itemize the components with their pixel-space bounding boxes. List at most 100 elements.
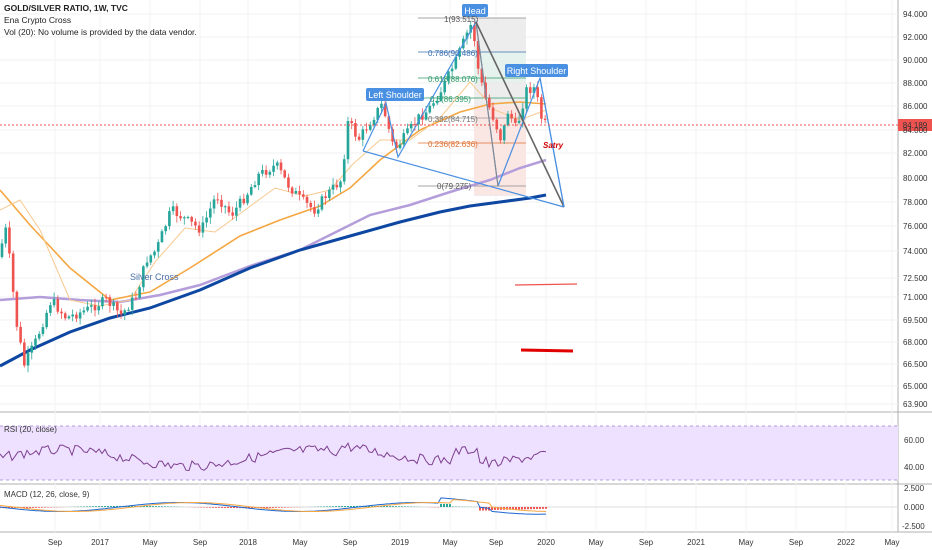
candle-body (249, 187, 253, 195)
head-trend-line (475, 21, 565, 208)
macd-bar (92, 506, 94, 507)
chart-title[interactable]: GOLD/SILVER RATIO, 1W, TVC (4, 3, 128, 13)
candle-body (149, 255, 153, 263)
candle-body (238, 198, 242, 208)
candle-body (406, 128, 409, 134)
candle-body (209, 208, 212, 218)
price-axis[interactable] (898, 0, 932, 550)
price-pane[interactable] (0, 0, 898, 412)
macd-bar (542, 507, 544, 509)
svg-text:Head: Head (464, 6, 486, 16)
tag-left-shoulder[interactable]: Left Shoulder (366, 88, 424, 101)
candle-body (41, 327, 45, 334)
macd-bar (98, 506, 100, 507)
macd-bar (167, 506, 169, 507)
candle-body (287, 177, 290, 188)
candle-body (536, 87, 539, 98)
macd-bar (23, 507, 25, 508)
macd-bar (332, 506, 334, 507)
time-tick: May (738, 538, 753, 547)
macd-bar (344, 506, 346, 507)
candle-body (469, 24, 473, 33)
candle-body (101, 297, 104, 307)
candle-body (175, 206, 179, 217)
fib-label-05: 0.5(86.395) (430, 95, 471, 104)
candle-body (71, 314, 74, 317)
macd-bar (29, 507, 31, 508)
candle-body (372, 119, 376, 126)
candle-body (182, 217, 186, 219)
tag-right-shoulder[interactable]: Right Shoulder (505, 64, 568, 77)
macd-bar (269, 507, 271, 508)
candle-body (342, 159, 346, 182)
time-tick: Sep (639, 538, 654, 547)
macd-bar (284, 507, 286, 508)
macd-bar (356, 505, 358, 507)
macd-bar (215, 507, 217, 508)
ma50-line (0, 101, 547, 301)
macd-bar (251, 507, 253, 509)
candle-body (168, 211, 171, 227)
tag-head[interactable]: Head (462, 4, 488, 17)
candle-body (231, 212, 234, 216)
time-tick: Sep (789, 538, 804, 547)
price-tick: 68.000 (903, 338, 928, 347)
candle-body (413, 123, 417, 125)
candle-body (130, 297, 134, 310)
macd-bar (218, 507, 220, 508)
candle-body (49, 305, 52, 313)
indicator-name[interactable]: Ena Crypto Cross (4, 15, 72, 25)
macd-bar (116, 505, 118, 507)
current-price-badge (898, 119, 932, 131)
candle-body (432, 103, 435, 106)
candle-body (354, 123, 357, 137)
macd-bar (485, 507, 487, 511)
macd-bar (326, 506, 328, 507)
candle-body (525, 87, 528, 109)
macd-bar (143, 506, 145, 507)
macd-bar (404, 506, 406, 507)
candle-body (145, 262, 149, 267)
volume-note[interactable]: Vol (20): No volume is provided by the d… (4, 27, 197, 37)
macd-bar (278, 507, 280, 508)
macd-bar (110, 505, 112, 507)
macd-bar (221, 507, 223, 508)
current-price-text: 84.189 (903, 121, 928, 130)
macd-bar (146, 506, 148, 507)
candle-body (246, 194, 249, 204)
macd-bar (155, 506, 157, 507)
candle-body (197, 225, 201, 233)
time-tick: May (884, 538, 899, 547)
candle-body (19, 326, 22, 343)
candle-body (502, 125, 506, 141)
candle-body (409, 123, 413, 129)
time-tick: May (142, 538, 157, 547)
candle-body (450, 68, 454, 72)
candle-body (383, 103, 387, 117)
macd-bar (392, 506, 394, 507)
time-tick: May (442, 538, 457, 547)
macd-bar (323, 506, 325, 507)
candle-body (201, 222, 205, 233)
candle-body (253, 185, 257, 188)
candle-body (517, 120, 521, 123)
macd-bar (353, 505, 355, 507)
macd-bar (440, 503, 442, 507)
rsi-tick-40: 40.00 (904, 463, 925, 472)
fib-label-0: 0(79.275) (437, 182, 472, 191)
candle-body (290, 187, 294, 194)
time-tick: Sep (489, 538, 504, 547)
candle-body (357, 136, 361, 140)
candle-body (447, 71, 450, 81)
candle-body (82, 310, 86, 313)
candle-body (242, 198, 246, 204)
ma20-line (0, 81, 547, 307)
macd-bar (89, 506, 91, 507)
price-tick: 65.000 (903, 382, 928, 391)
macd-bar (26, 507, 28, 508)
candle-body (112, 302, 115, 306)
macd-bar (47, 507, 49, 508)
macd-tick-pos: 2.500 (904, 484, 925, 493)
candle-body (190, 216, 194, 222)
